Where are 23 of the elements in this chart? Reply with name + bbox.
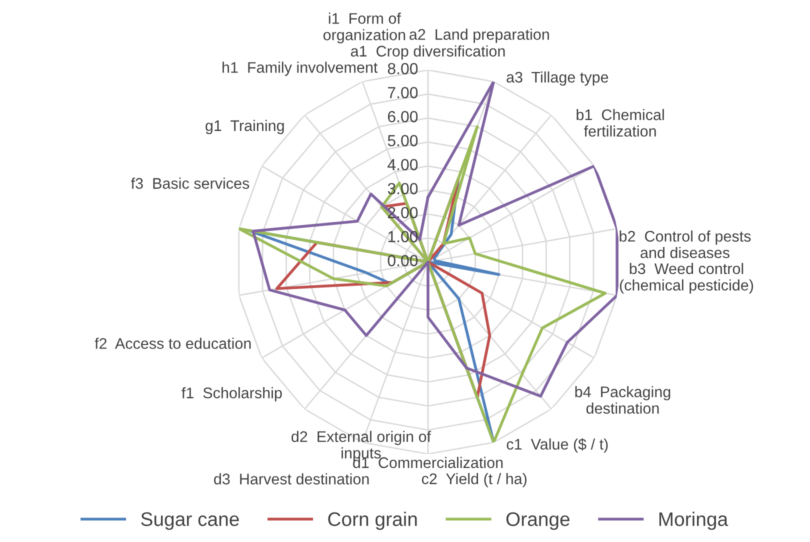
spoke-label: f2 Access to education	[94, 338, 251, 349]
y-tick-label: 8.00	[388, 62, 418, 74]
spoke-label: a3 Tillage type	[506, 71, 608, 86]
spoke-label: h1 Family involvement	[222, 62, 378, 76]
legend-label: Sugar cane	[141, 512, 239, 530]
spoke-label: f3 Basic services	[131, 178, 250, 189]
legend-label: Moringa	[659, 512, 728, 530]
spoke-label: b4 Packaging destination	[575, 386, 670, 414]
y-tick-label: 6.00	[388, 110, 418, 122]
spoke-label: a1 Crop diversification	[350, 45, 505, 60]
spoke-label: c1 Value ($ / t)	[506, 438, 608, 453]
spoke-label: c2 Yield (t / ha)	[422, 473, 526, 488]
y-tick-label: 5.00	[388, 134, 418, 146]
spoke-label: g1 Training	[206, 120, 284, 134]
spoke-label: b3 Weed control (chemical pesticide)	[620, 262, 754, 294]
y-tick-label: 7.00	[388, 86, 418, 98]
legend-label: Corn grain	[328, 512, 417, 530]
spoke-label: d3 Harvest destination	[214, 473, 369, 484]
spoke-label: f1 Scholarship	[182, 387, 282, 402]
spoke-label: a2 Land preparation	[410, 28, 549, 43]
y-tick-label: 4.00	[388, 158, 418, 170]
legend-label: Orange	[506, 512, 570, 530]
spoke-label: b1 Chemical fertilization	[576, 108, 664, 137]
